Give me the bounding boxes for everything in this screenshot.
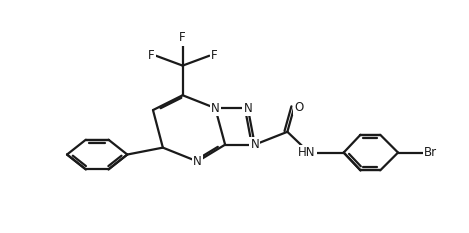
Text: F: F (179, 31, 186, 45)
Text: HN: HN (298, 146, 316, 159)
Text: F: F (148, 49, 154, 62)
Text: N: N (250, 138, 259, 151)
Text: Br: Br (424, 146, 437, 159)
Text: N: N (243, 102, 252, 115)
Text: F: F (211, 49, 218, 62)
Text: O: O (295, 101, 304, 114)
Text: N: N (193, 155, 202, 168)
Text: N: N (211, 102, 219, 115)
